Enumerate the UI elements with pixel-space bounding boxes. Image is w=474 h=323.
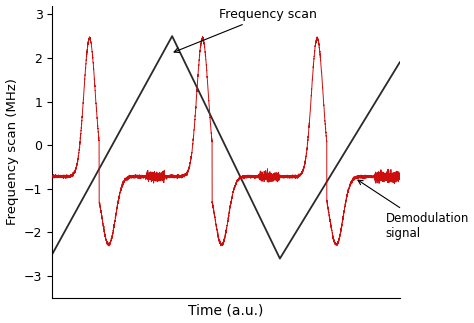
Text: Demodulation
signal: Demodulation signal — [358, 180, 469, 240]
X-axis label: Time (a.u.): Time (a.u.) — [188, 303, 264, 318]
Text: Frequency scan: Frequency scan — [174, 8, 317, 53]
Y-axis label: Frequency scan (MHz): Frequency scan (MHz) — [6, 78, 18, 225]
